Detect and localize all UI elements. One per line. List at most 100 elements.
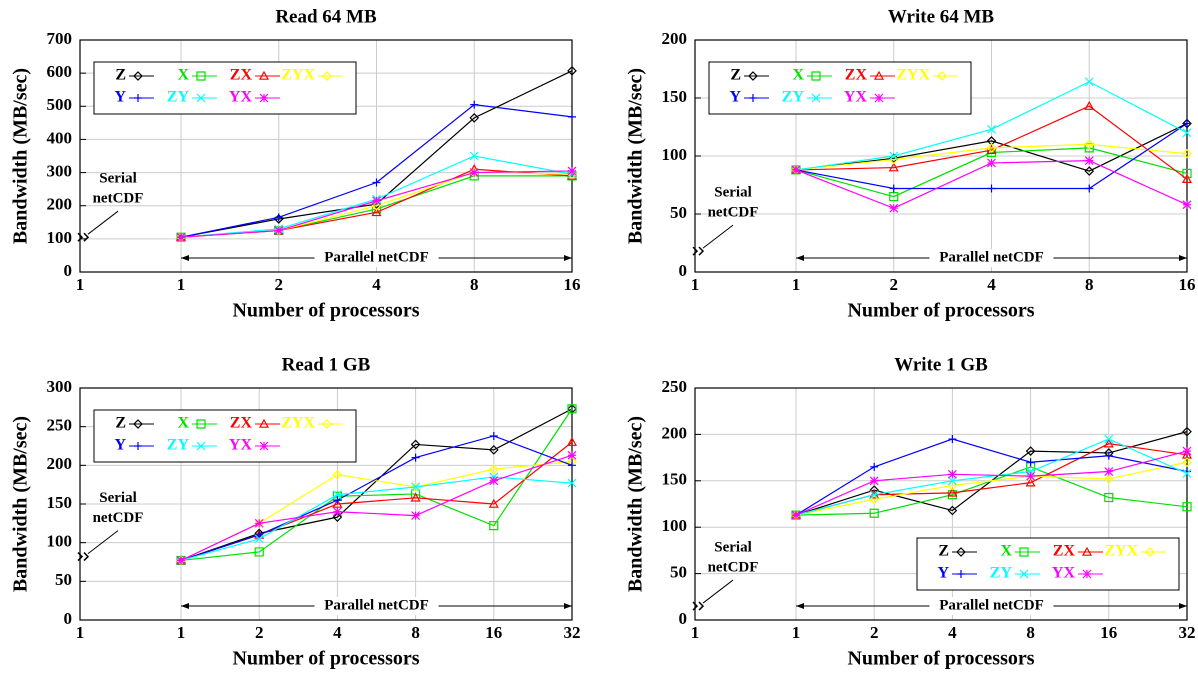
x-tick-label: 1: [177, 623, 186, 642]
marker: [956, 547, 966, 557]
marker: [749, 94, 757, 102]
legend-label: Y: [729, 89, 741, 106]
x-axis-label: Number of processors: [847, 300, 1034, 322]
legend-label: ZY: [167, 437, 190, 454]
marker: [489, 521, 499, 531]
plot-frame: [694, 39, 1188, 273]
marker: [371, 200, 382, 211]
marker: [1182, 168, 1192, 178]
legend-label: YX: [229, 89, 253, 106]
legend-label: ZY: [167, 89, 190, 106]
plot-frame: [79, 387, 573, 621]
marker: [258, 418, 270, 428]
x-axis-label: Number of processors: [232, 648, 419, 670]
y-tick-label: 250: [47, 416, 73, 435]
marker: [566, 436, 578, 446]
marker: [1085, 184, 1094, 193]
x-tick-label: 1: [177, 275, 186, 294]
serial-label: netCDF: [93, 510, 144, 526]
series-line: [795, 461, 1188, 516]
marker: [410, 439, 421, 450]
series-line: [180, 454, 573, 561]
legend-label: YX: [1052, 565, 1076, 582]
marker: [410, 482, 421, 492]
marker: [411, 482, 421, 492]
marker: [1104, 434, 1114, 444]
y-tick-label: 150: [662, 87, 688, 106]
series-line: [795, 438, 1188, 516]
x-tick-label: 4: [948, 623, 957, 642]
marker: [1182, 426, 1192, 437]
marker: [791, 510, 801, 520]
serial-arrow: [702, 224, 734, 249]
series-line: [795, 438, 1188, 516]
label-bg: [314, 249, 439, 267]
serial-label: Serial: [714, 185, 752, 201]
x-tick-label: 2: [890, 275, 899, 294]
legend-label: Z: [115, 67, 126, 84]
marker: [873, 70, 885, 80]
marker: [870, 462, 879, 471]
series-line: [795, 105, 1188, 180]
serial-arrow: [87, 530, 119, 554]
legend-label: Z: [938, 543, 949, 560]
marker: [567, 478, 577, 488]
y-tick-label: 0: [679, 609, 688, 628]
marker: [254, 534, 264, 544]
marker: [1182, 502, 1192, 512]
x-tick-label: 8: [1085, 275, 1094, 294]
legend-label: YX: [844, 89, 868, 106]
marker: [411, 453, 420, 462]
x-tick-label: 8: [1026, 623, 1035, 642]
x-tick-label: 4: [333, 623, 342, 642]
y-tick-label: 300: [47, 377, 73, 396]
marker: [332, 490, 342, 500]
marker: [332, 498, 343, 508]
marker: [134, 94, 142, 102]
chart-title: Write 64 MB: [888, 6, 995, 27]
marker: [1104, 467, 1114, 476]
y-tick-label: 600: [47, 62, 73, 81]
legend-label: ZY: [990, 565, 1013, 582]
marker: [470, 100, 479, 109]
label-bg: [314, 597, 439, 615]
marker: [176, 232, 186, 242]
marker: [987, 124, 996, 134]
marker: [332, 512, 343, 522]
y-tick-label: 100: [662, 145, 688, 164]
legend-label: ZX: [845, 67, 868, 84]
y-tick-label: 200: [47, 195, 73, 214]
marker: [889, 192, 899, 202]
marker: [1019, 547, 1029, 557]
x-tick-label: 16: [564, 275, 581, 294]
x-tick-label: 2: [275, 275, 284, 294]
x-tick-label: 1: [76, 275, 85, 294]
marker: [889, 151, 899, 161]
marker: [1182, 468, 1192, 478]
marker: [196, 441, 206, 451]
x-tick-label: 1: [792, 275, 801, 294]
y-tick-label: 100: [47, 532, 73, 551]
y-tick-label: 0: [64, 261, 73, 280]
marker: [1104, 492, 1114, 503]
marker: [332, 469, 343, 480]
marker: [889, 203, 899, 213]
marker: [196, 93, 206, 103]
marker: [489, 431, 498, 440]
legend-box: [916, 537, 1180, 591]
y-axis-label: Bandwidth (MB/sec): [625, 68, 647, 244]
y-tick-label: 500: [47, 95, 73, 114]
marker: [274, 213, 283, 222]
marker: [488, 445, 499, 455]
legend-label: ZX: [230, 67, 253, 84]
marker: [489, 476, 499, 486]
marker: [986, 143, 997, 153]
legend-box: [708, 61, 972, 115]
legend-label: X: [1000, 543, 1012, 560]
marker: [947, 476, 957, 486]
marker: [1084, 100, 1095, 110]
y-tick-label: 250: [662, 377, 688, 396]
legend-label: Y: [937, 565, 949, 582]
marker: [196, 419, 206, 429]
marker: [987, 158, 996, 168]
